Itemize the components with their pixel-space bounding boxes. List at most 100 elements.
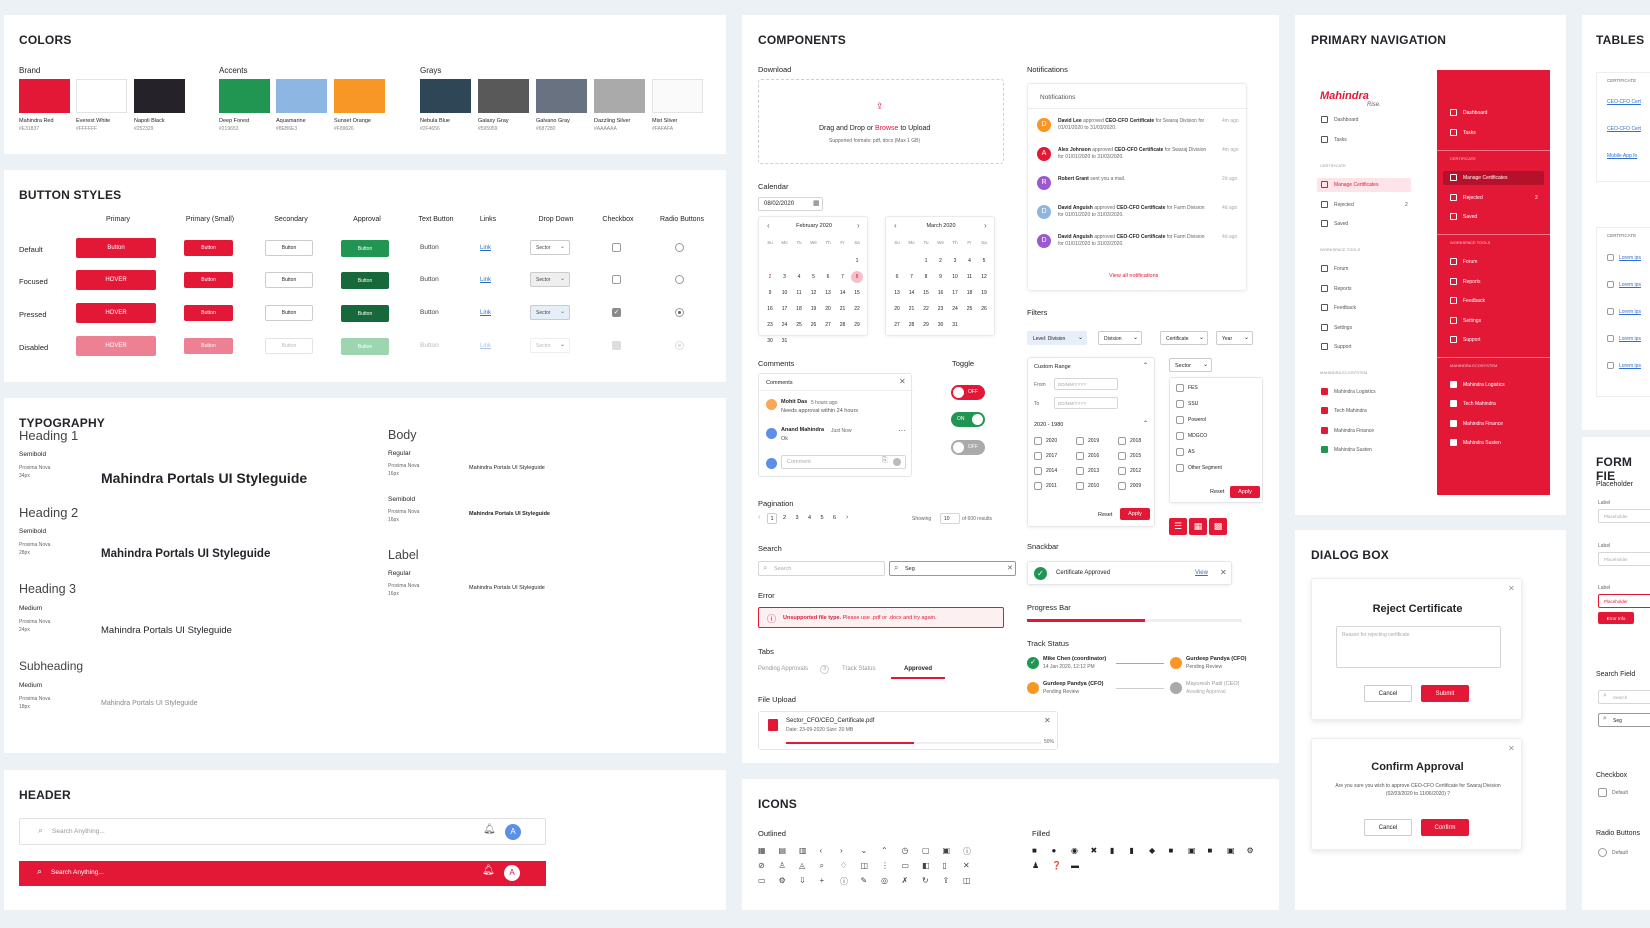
per-page-select[interactable]: 10: [940, 513, 960, 524]
snackbar-action[interactable]: View: [1195, 570, 1208, 576]
row-checkbox[interactable]: [1607, 281, 1614, 288]
day-cell[interactable]: 24: [952, 306, 958, 312]
text-button[interactable]: Button: [420, 244, 439, 251]
day-cell[interactable]: 21: [839, 306, 846, 312]
approval-button[interactable]: Button: [341, 338, 389, 355]
year-checkbox[interactable]: [1034, 482, 1042, 490]
day-cell[interactable]: 6: [895, 274, 899, 280]
more-icon[interactable]: ⋯: [898, 426, 906, 435]
text-button[interactable]: Button: [420, 276, 439, 283]
table-link[interactable]: Mobile App fo: [1607, 153, 1638, 159]
notification-text[interactable]: David Lee approved CEO-CFO Certificate f…: [1058, 118, 1208, 132]
day-cell[interactable]: 14: [908, 290, 915, 296]
comment-input[interactable]: Comment ⎘: [781, 455, 906, 469]
link[interactable]: Link: [480, 310, 492, 316]
day-cell[interactable]: 17: [781, 306, 788, 312]
nav-item[interactable]: Support: [1463, 337, 1481, 343]
day-cell[interactable]: 15: [923, 290, 929, 296]
day-cell[interactable]: 12: [810, 290, 817, 296]
sector-dropdown[interactable]: Sector ⌄: [1169, 358, 1212, 372]
radio-button[interactable]: [675, 341, 684, 350]
browse-link[interactable]: Browse: [875, 125, 899, 132]
nav-item[interactable]: Forum: [1334, 266, 1349, 272]
link[interactable]: Link: [480, 245, 492, 251]
primary-small-button[interactable]: Button: [184, 305, 233, 321]
nav-item[interactable]: Forum: [1463, 259, 1478, 265]
day-cell[interactable]: 30: [937, 322, 944, 328]
checkbox[interactable]: [612, 341, 621, 350]
day-cell[interactable]: 19: [810, 306, 817, 312]
bell-icon[interactable]: 🔔︎: [482, 865, 495, 876]
day-cell[interactable]: 22: [854, 306, 860, 312]
checkbox[interactable]: ✓: [612, 308, 621, 317]
text-button[interactable]: Button: [420, 342, 439, 349]
radio-button[interactable]: [675, 308, 684, 317]
to-input[interactable]: DD/MM/YYYY: [1054, 397, 1118, 409]
table-link[interactable]: CEO-CFO Cert: [1607, 99, 1641, 105]
search-input-filled[interactable]: ⌕ Seg ✕: [889, 561, 1016, 576]
day-cell[interactable]: 26: [981, 306, 987, 312]
nav-item[interactable]: Mahindra Logistics: [1463, 382, 1505, 388]
nav-item[interactable]: Rejected: [1334, 202, 1354, 208]
day-cell[interactable]: 14: [839, 290, 846, 296]
list-view-icon[interactable]: ☰: [1169, 518, 1187, 535]
sector-checkbox[interactable]: [1176, 432, 1184, 440]
day-cell[interactable]: 1: [855, 258, 859, 264]
primary-button[interactable]: Button: [76, 238, 156, 258]
close-icon[interactable]: ✕: [1220, 568, 1227, 577]
text-field[interactable]: Placeholder: [1598, 509, 1650, 523]
page-number[interactable]: 6: [832, 515, 837, 521]
from-input[interactable]: DD/MM/YYYY: [1054, 378, 1118, 390]
year-checkbox[interactable]: [1076, 452, 1084, 460]
nav-item[interactable]: Dashboard: [1463, 110, 1488, 116]
day-cell[interactable]: 5: [812, 274, 815, 280]
checkbox[interactable]: [612, 243, 621, 252]
filter-chip[interactable]: Year ⌄: [1216, 331, 1253, 345]
toggle-on[interactable]: ON: [951, 412, 985, 427]
reset-button[interactable]: Reset: [1098, 512, 1113, 518]
nav-item[interactable]: Saved: [1334, 221, 1349, 227]
nav-item[interactable]: Rejected: [1463, 195, 1483, 201]
radio-button[interactable]: [675, 275, 684, 284]
close-icon[interactable]: ✕: [1044, 716, 1051, 725]
table-link[interactable]: CEO-CFO Cert: [1607, 126, 1641, 132]
day-cell[interactable]: 15: [854, 290, 860, 296]
prev-icon[interactable]: ‹: [758, 514, 761, 521]
day-cell[interactable]: 31: [781, 338, 788, 344]
notification-text[interactable]: Robert Grant sent you a mail.: [1058, 176, 1208, 183]
year-checkbox[interactable]: [1118, 467, 1126, 475]
day-cell[interactable]: 3: [953, 258, 957, 264]
grid-view-icon[interactable]: ▦: [1189, 518, 1207, 535]
day-cell[interactable]: 11: [796, 290, 802, 296]
chevron-up-icon[interactable]: ⌃: [1143, 363, 1149, 369]
day-cell[interactable]: 18: [966, 290, 973, 296]
day-cell[interactable]: 16: [767, 306, 773, 312]
day-cell[interactable]: 8: [851, 271, 863, 283]
nav-item[interactable]: Mahindra Susten: [1334, 447, 1372, 453]
search-input[interactable]: Search Anything...: [52, 828, 105, 835]
nav-item[interactable]: Settings: [1463, 318, 1482, 324]
clear-icon[interactable]: ✕: [1007, 565, 1013, 572]
day-cell[interactable]: 26: [810, 322, 817, 328]
day-cell[interactable]: 17: [952, 290, 958, 296]
cancel-button[interactable]: Cancel: [1364, 685, 1412, 702]
day-cell[interactable]: 23: [937, 306, 944, 312]
secondary-button[interactable]: Button: [265, 272, 313, 288]
primary-button[interactable]: HOVER: [76, 270, 156, 290]
dropzone[interactable]: ⇪ Drag and Drop or Browse to Upload Supp…: [758, 79, 1004, 164]
day-cell[interactable]: 2: [768, 274, 772, 280]
avatar[interactable]: A: [504, 865, 520, 881]
day-cell[interactable]: 9: [939, 274, 942, 280]
nav-item[interactable]: Dashboard: [1334, 117, 1359, 123]
page-number[interactable]: 1: [767, 513, 777, 524]
nav-item[interactable]: Reports: [1334, 286, 1352, 292]
secondary-button[interactable]: Button: [265, 305, 313, 321]
nav-item[interactable]: Saved: [1463, 214, 1478, 220]
filter-chip[interactable]: Level: Division ⌄: [1027, 331, 1087, 345]
row-checkbox[interactable]: [1607, 254, 1614, 261]
search-field[interactable]: Search ⌕: [1598, 690, 1650, 704]
prev-month-icon[interactable]: ‹: [767, 221, 770, 230]
radio[interactable]: [1598, 848, 1607, 857]
day-cell[interactable]: 3: [783, 274, 786, 280]
text-field[interactable]: Placeholder: [1598, 552, 1650, 566]
